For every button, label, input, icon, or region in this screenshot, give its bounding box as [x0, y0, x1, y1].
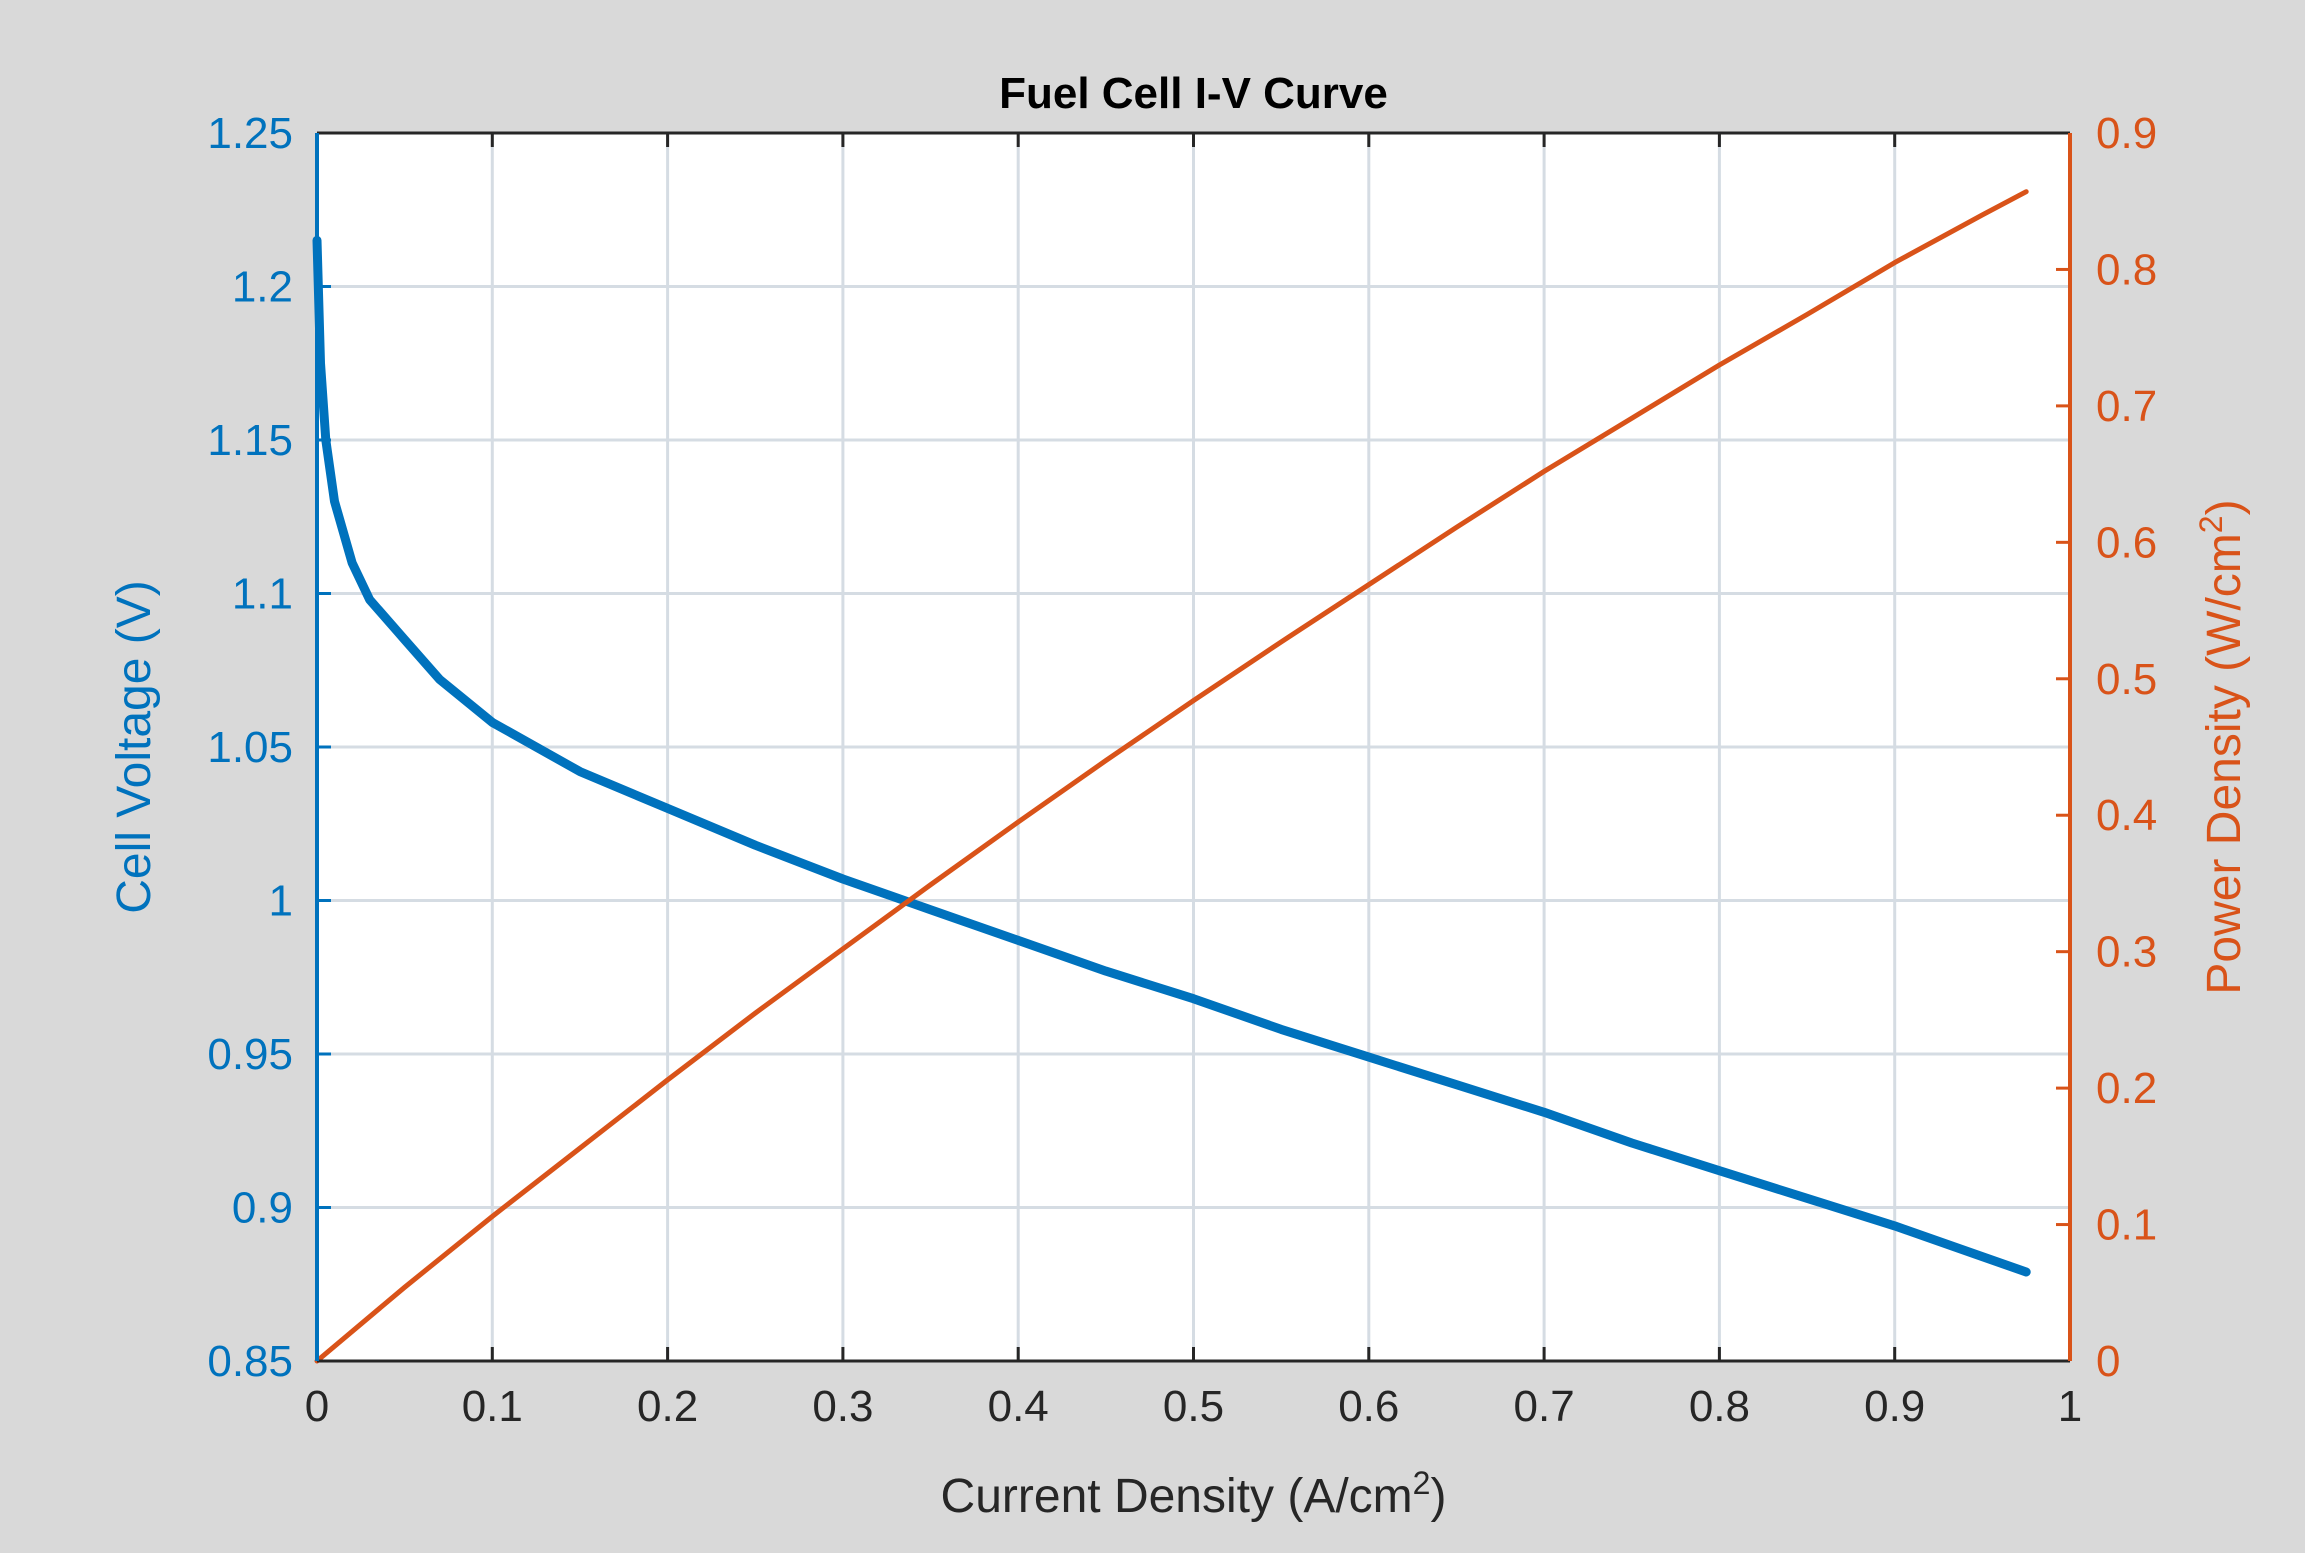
y-left-tick-label: 0.95: [207, 1030, 293, 1079]
x-tick-label: 0.4: [988, 1382, 1049, 1431]
x-tick-label: 0.6: [1338, 1382, 1399, 1431]
x-axis-label: Current Density (A/cm2): [941, 1465, 1447, 1523]
y-right-tick-label: 0.8: [2096, 245, 2157, 294]
y-right-tick-label: 0.3: [2096, 928, 2157, 977]
y-right-tick-label: 0: [2096, 1337, 2120, 1386]
y-right-axis-label-text: Power Density (W/cm: [2198, 533, 2251, 994]
x-tick-label: 0.8: [1689, 1382, 1750, 1431]
x-tick-label: 0.7: [1514, 1382, 1575, 1431]
grid: [317, 133, 2070, 1361]
x-axis-label-end: ): [1430, 1470, 1446, 1523]
x-tick-label: 0.2: [637, 1382, 698, 1431]
x-tick-label: 0.3: [812, 1382, 873, 1431]
cell-voltage-line: [312, 235, 2031, 1277]
y-right-tick-label: 0.7: [2096, 382, 2157, 431]
x-tick-label: 0.9: [1864, 1382, 1925, 1431]
y-left-tick-label: 1.15: [207, 416, 293, 465]
y-left-tick-label: 1: [269, 877, 293, 926]
x-tick-label: 1: [2058, 1382, 2082, 1431]
chart-title: Fuel Cell I-V Curve: [999, 69, 1388, 118]
series-layer: [312, 189, 2031, 1364]
x-tick-label: 0: [305, 1382, 329, 1431]
y-left-tick-label: 1.05: [207, 723, 293, 772]
y-left-tick-label: 1.25: [207, 109, 293, 158]
y-right-axis-label: Power Density (W/cm2): [2193, 499, 2251, 994]
power-density-line: [314, 189, 2029, 1364]
y-left-tick-label: 0.9: [232, 1184, 293, 1233]
y-right-tick-label: 0.2: [2096, 1064, 2157, 1113]
x-tick-label: 0.1: [462, 1382, 523, 1431]
x-axis-label-text: Current Density (A/cm: [941, 1470, 1413, 1523]
y-right-axis-label-sup: 2: [2193, 515, 2229, 533]
y-left-tick-label: 1.2: [232, 263, 293, 312]
tick-labels: 0 0.1 0.2 0.3 0.4 0.5 0.6 0.7 0.8 0.9 1 0.85 0.9 0.95…: [207, 109, 2157, 1431]
y-left-tick-label: 1.1: [232, 570, 293, 619]
y-left-axis-label: Cell Voltage (V): [108, 580, 161, 914]
y-right-axis-label-end: ): [2198, 499, 2251, 515]
y-right-tick-label: 0.4: [2096, 791, 2157, 840]
y-left-tick-label: 0.85: [207, 1337, 293, 1386]
y-right-tick-label: 0.6: [2096, 518, 2157, 567]
axes: [315, 131, 2072, 1363]
y-right-tick-label: 0.9: [2096, 109, 2157, 158]
y-right-tick-label: 0.1: [2096, 1201, 2157, 1250]
x-tick-label: 0.5: [1163, 1382, 1224, 1431]
y-right-tick-label: 0.5: [2096, 655, 2157, 704]
x-axis-label-sup: 2: [1413, 1465, 1431, 1501]
